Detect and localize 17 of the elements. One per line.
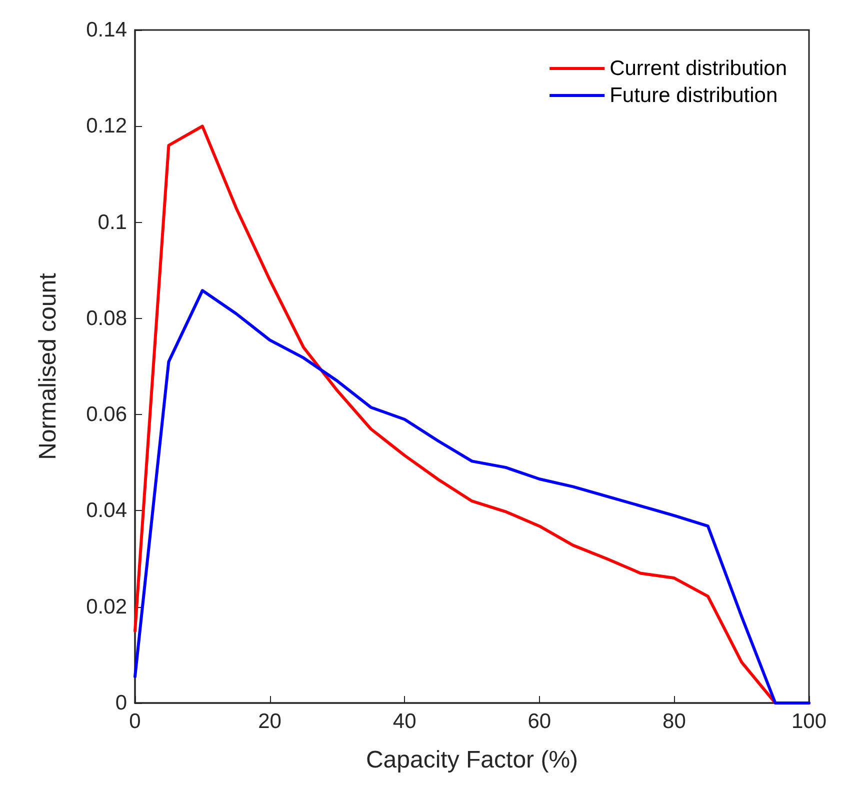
y-tick-label: 0.08	[86, 306, 127, 330]
y-tick-label: 0.02	[86, 595, 127, 618]
y-tick-label: 0.1	[98, 210, 127, 234]
x-tick-label: 40	[392, 710, 416, 733]
y-tick-label: 0.04	[86, 499, 128, 522]
x-tick-label: 100	[791, 710, 827, 733]
x-axis-title: Capacity Factor (%)	[366, 746, 578, 774]
legend-label: Future distribution	[610, 84, 778, 107]
x-tick-label: 80	[662, 710, 686, 733]
legend-label: Current distribution	[610, 57, 788, 80]
y-axis-title: Normalised count	[34, 272, 62, 460]
y-tick-label: 0	[115, 692, 127, 714]
y-tick-label: 0.14	[86, 18, 128, 42]
y-tick-label: 0.12	[86, 114, 127, 138]
x-tick-label: 60	[528, 710, 552, 733]
x-tick-label: 20	[258, 710, 282, 733]
y-tick-label: 0.06	[86, 403, 127, 426]
